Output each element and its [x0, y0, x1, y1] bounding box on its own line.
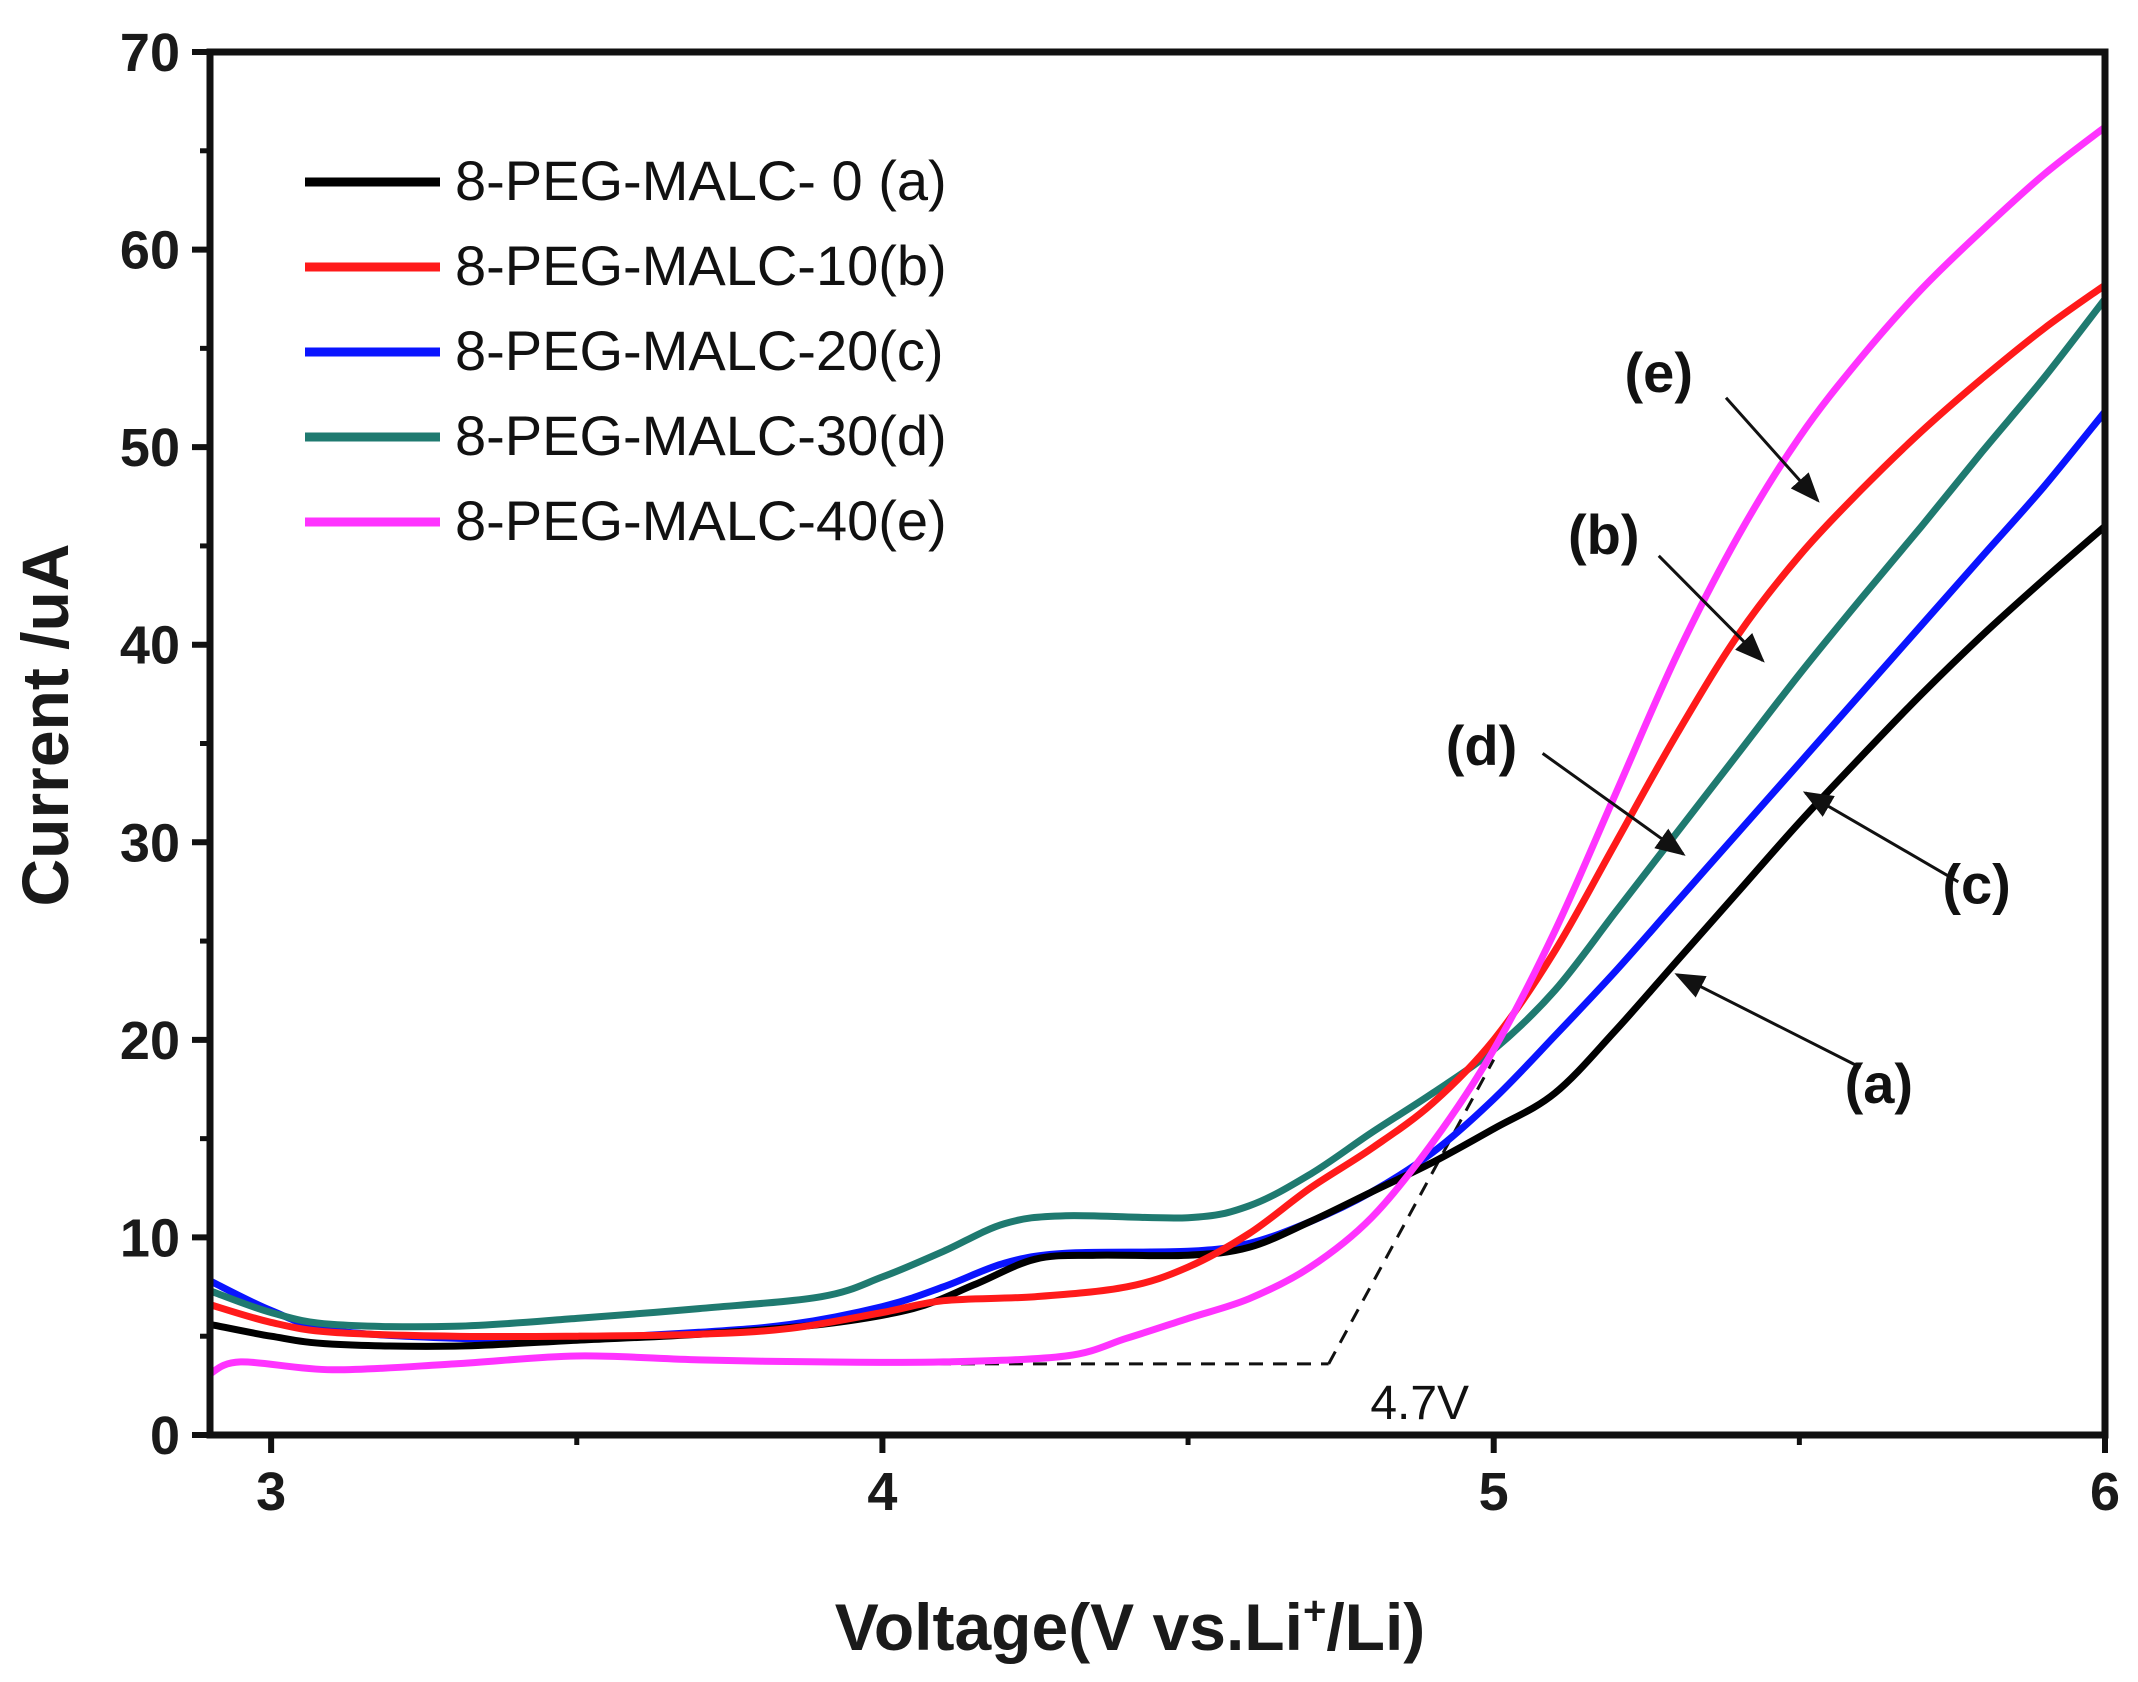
- legend-label-b: 8-PEG-MALC-10(b): [455, 234, 947, 297]
- annotation-arrow-4: [1674, 973, 1862, 1069]
- annotation-label-4: (a): [1845, 1052, 1913, 1115]
- x-tick-label-4: 4: [867, 1462, 897, 1522]
- y-tick-label-20: 20: [120, 1011, 180, 1071]
- series-line-d: [206, 295, 2109, 1331]
- legend-entry-e: 8-PEG-MALC-40(e): [305, 489, 947, 552]
- legend-label-d: 8-PEG-MALC-30(d): [455, 404, 947, 467]
- annotation-label-2: (d): [1446, 714, 1518, 777]
- onset-label: 4.7V: [1370, 1377, 1469, 1430]
- x-axis-title-sup: +: [1303, 1589, 1326, 1633]
- annotation-label-0: (e): [1625, 341, 1693, 404]
- onset-tangent: [1327, 1058, 1496, 1365]
- x-tick-label-5: 5: [1479, 1462, 1509, 1522]
- legend-label-c: 8-PEG-MALC-20(c): [455, 319, 944, 382]
- plot-frame: [206, 48, 2109, 1439]
- x-tick-label-3: 3: [256, 1462, 286, 1522]
- x-tick-label-6: 6: [2090, 1462, 2120, 1522]
- y-tick-label-10: 10: [120, 1208, 180, 1268]
- annotation-arrow-1: [1657, 554, 1765, 663]
- annotation-arrow-0: [1724, 396, 1820, 503]
- annotation-label-3: (c): [1942, 853, 2010, 916]
- x-axis-title: Voltage(V vs.Li+/Li): [835, 1589, 1426, 1664]
- onset-guides: 4.7V: [912, 1058, 1496, 1430]
- series-line-b: [206, 281, 2109, 1341]
- legend-label-e: 8-PEG-MALC-40(e): [455, 489, 947, 552]
- annotation-arrow-2: [1541, 752, 1686, 856]
- curve-annotations: (e) (b) (d) (c) (a): [1446, 341, 2011, 1115]
- legend-entry-c: 8-PEG-MALC-20(c): [305, 319, 944, 382]
- legend-entry-d: 8-PEG-MALC-30(d): [305, 404, 947, 467]
- legend: 8-PEG-MALC- 0 (a) 8-PEG-MALC-10(b) 8-PEG…: [305, 149, 947, 552]
- y-tick-label-40: 40: [120, 616, 180, 676]
- y-tick-label-70: 70: [120, 23, 180, 83]
- y-tick-label-30: 30: [120, 813, 180, 873]
- y-tick-label-60: 60: [120, 221, 180, 281]
- legend-entry-b: 8-PEG-MALC-10(b): [305, 234, 947, 297]
- y-axis-title: Current /uA: [8, 544, 82, 907]
- annotation-label-1: (b): [1568, 503, 1640, 566]
- annotation-arrow-3: [1802, 791, 1960, 884]
- y-tick-label-0: 0: [150, 1406, 180, 1466]
- x-axis-title-main: Voltage(V vs.Li: [835, 1590, 1303, 1664]
- legend-entry-a: 8-PEG-MALC- 0 (a): [305, 149, 947, 212]
- x-axis-title-end: /Li): [1326, 1590, 1425, 1664]
- series-lines: [206, 123, 2109, 1378]
- series-line-e: [206, 123, 2109, 1378]
- y-tick-label-50: 50: [120, 418, 180, 478]
- legend-label-a: 8-PEG-MALC- 0 (a): [455, 149, 947, 212]
